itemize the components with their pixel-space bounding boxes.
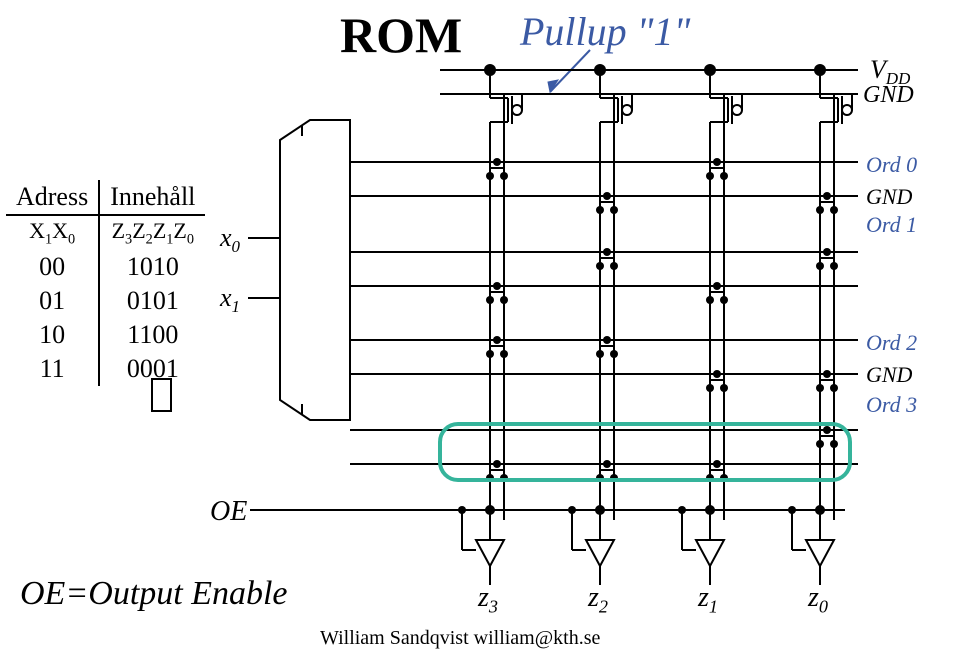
circuit-diagram (0, 0, 960, 653)
